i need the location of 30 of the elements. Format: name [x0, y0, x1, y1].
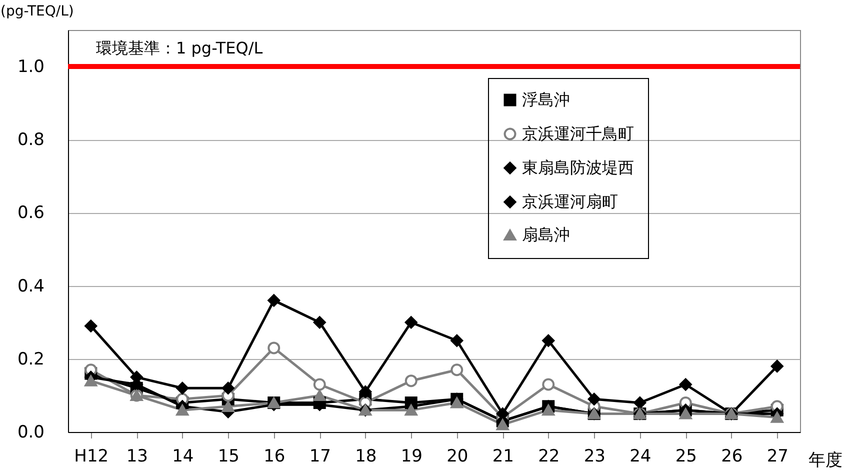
y-tick-label: 0.8	[17, 130, 44, 150]
x-tick-label: 21	[492, 446, 514, 466]
x-tick-label: 14	[172, 446, 194, 466]
x-tick-label: H12	[74, 446, 109, 466]
legend-label: 京浜運河千鳥町	[522, 124, 634, 143]
y-tick-label: 0.6	[17, 203, 44, 224]
x-tick-label: 17	[309, 446, 331, 466]
x-tick-label: 23	[584, 446, 606, 466]
legend-label: 浮島沖	[522, 90, 570, 109]
y-tick-label: 1.0	[17, 57, 44, 78]
x-axis-title: 年度	[808, 450, 842, 470]
legend-label: 扇島沖	[522, 225, 570, 244]
x-tick-label: 13	[126, 446, 148, 466]
x-tick-label: 15	[218, 446, 240, 466]
legend-label: 東扇島防波堤西	[522, 158, 634, 177]
x-tick-label: 19	[400, 446, 422, 466]
y-tick-label: 0.2	[17, 349, 44, 370]
x-tick-label: 27	[766, 446, 788, 466]
y-tick-label: 0.4	[17, 276, 44, 296]
y-tick-label: 0.0	[17, 422, 44, 442]
x-tick-label: 18	[355, 446, 377, 466]
x-tick-label: 22	[538, 446, 560, 466]
ref-line-label: 環境基準：1 pg-TEQ/L	[96, 38, 263, 58]
x-tick-label: 26	[721, 446, 743, 466]
x-tick-label: 25	[675, 446, 697, 466]
x-tick-label: 20	[446, 446, 468, 466]
x-tick-label: 24	[630, 446, 652, 466]
x-tick-label: 16	[264, 446, 286, 466]
y-axis-title: (pg-TEQ/L)	[0, 4, 74, 20]
legend-label: 京浜運河扇町	[522, 192, 618, 211]
